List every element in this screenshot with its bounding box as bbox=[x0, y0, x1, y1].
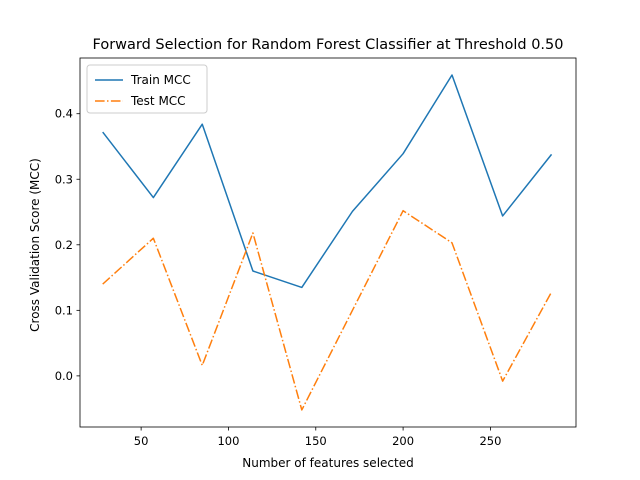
series-line-0 bbox=[102, 74, 553, 289]
x-tick-label: 100 bbox=[217, 434, 239, 448]
legend-label-1: Test MCC bbox=[130, 94, 186, 108]
series-line-1 bbox=[102, 209, 553, 411]
y-axis: 0.0 0.1 0.2 0.3 0.4 bbox=[55, 107, 80, 383]
y-tick-label: 0.3 bbox=[55, 172, 73, 186]
plot-frame bbox=[79, 57, 577, 428]
x-tick-label: 250 bbox=[479, 434, 501, 448]
x-tick-label: 150 bbox=[305, 434, 327, 448]
chart-title: Forward Selection for Random Forest Clas… bbox=[93, 37, 564, 53]
x-tick-label: 200 bbox=[392, 434, 414, 448]
x-axis-label: Number of features selected bbox=[242, 456, 413, 470]
legend-label-0: Train MCC bbox=[130, 73, 191, 87]
plot-area bbox=[79, 57, 577, 428]
y-tick-label: 0.4 bbox=[55, 107, 73, 121]
y-tick-label: 0.2 bbox=[55, 238, 73, 252]
x-tick-label: 50 bbox=[134, 434, 149, 448]
legend: Train MCC Test MCC bbox=[86, 64, 208, 114]
y-tick-label: 0.1 bbox=[55, 303, 73, 317]
y-axis-label: Cross Validation Score (MCC) bbox=[28, 158, 42, 332]
y-tick-label: 0.0 bbox=[55, 369, 73, 383]
x-axis: 50 100 150 200 250 bbox=[134, 427, 501, 448]
